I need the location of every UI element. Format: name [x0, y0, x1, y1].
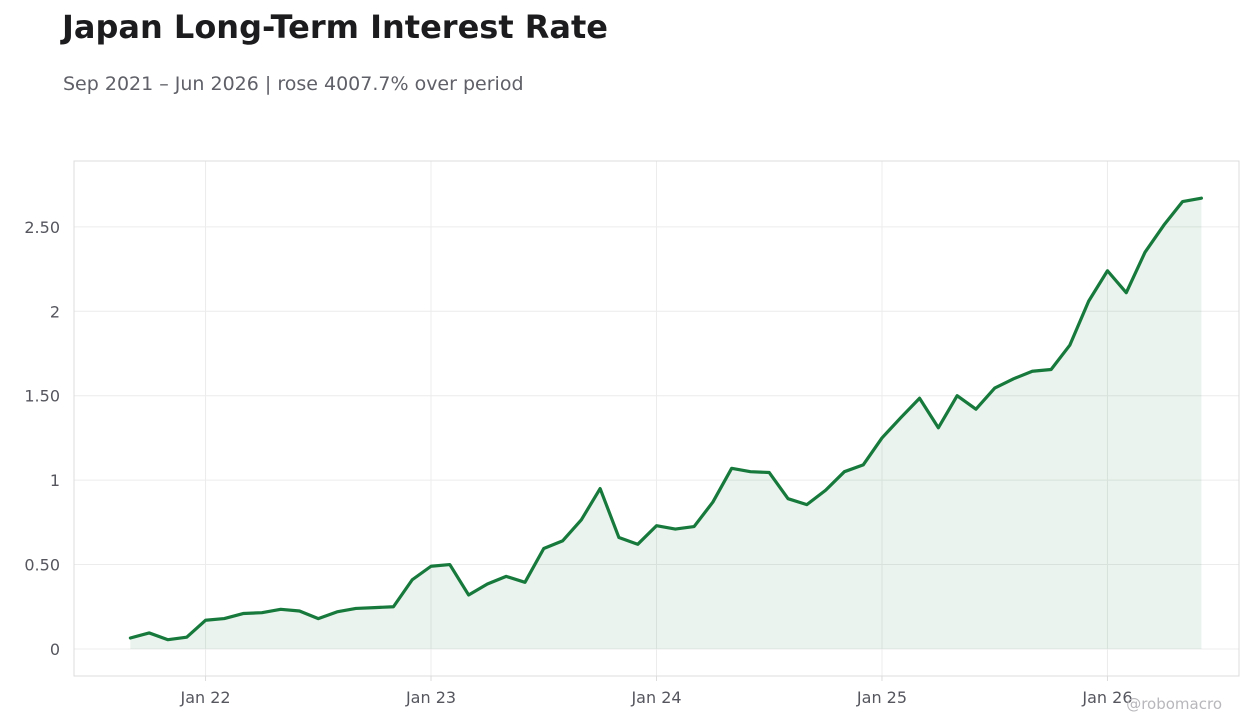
data-point [598, 487, 602, 491]
data-point [730, 466, 734, 470]
data-point [861, 463, 865, 467]
data-point [692, 525, 696, 529]
grid-lines [74, 161, 1239, 676]
data-point [166, 638, 170, 642]
data-point [767, 471, 771, 475]
data-point [354, 606, 358, 610]
data-point [1105, 269, 1109, 273]
data-point [617, 536, 621, 540]
data-point [955, 394, 959, 398]
data-point [711, 500, 715, 504]
data-point [1068, 343, 1072, 347]
data-point [448, 563, 452, 567]
x-tick-label: Jan 26 [1081, 688, 1132, 707]
data-point [260, 611, 264, 615]
data-point [636, 542, 640, 546]
data-point [1049, 368, 1053, 372]
y-tick-label: 0 [50, 640, 60, 659]
data-point [1012, 377, 1016, 381]
data-point [316, 617, 320, 621]
data-point [241, 612, 245, 616]
data-point [918, 396, 922, 400]
data-point [842, 470, 846, 474]
data-point [1030, 369, 1034, 373]
x-tick-label: Jan 24 [630, 688, 681, 707]
y-axis-ticks: 0 0.50 1 1.50 2 2.50 [24, 218, 60, 659]
data-point [485, 582, 489, 586]
data-point [297, 609, 301, 613]
y-tick-label: 1 [50, 471, 60, 490]
data-point [1162, 223, 1166, 227]
data-point [786, 497, 790, 501]
data-point [974, 407, 978, 411]
data-point [128, 636, 132, 640]
data-point [429, 564, 433, 568]
data-point [504, 574, 508, 578]
x-tick-label: Jan 25 [856, 688, 907, 707]
data-point [523, 580, 527, 584]
y-tick-label: 0.50 [24, 556, 60, 575]
rate-line [128, 196, 1204, 642]
x-tick-label: Jan 22 [179, 688, 230, 707]
data-point [467, 593, 471, 597]
data-point [222, 617, 226, 621]
data-point [1124, 291, 1128, 295]
data-point [335, 610, 339, 614]
data-point [880, 436, 884, 440]
data-point [673, 527, 677, 531]
data-point [204, 618, 208, 622]
data-point [579, 518, 583, 522]
data-point [147, 631, 151, 635]
data-point [185, 635, 189, 639]
y-tick-label: 2 [50, 302, 60, 321]
data-point [391, 605, 395, 609]
data-point [373, 606, 377, 610]
data-point [542, 547, 546, 551]
data-point [824, 488, 828, 492]
y-tick-label: 2.50 [24, 218, 60, 237]
data-point [1143, 250, 1147, 254]
data-point [899, 416, 903, 420]
rate-area-fill [130, 198, 1202, 649]
data-point [1199, 196, 1203, 200]
watermark: @robomacro [1126, 695, 1222, 713]
data-point [748, 470, 752, 474]
data-point [993, 386, 997, 390]
y-tick-label: 1.50 [24, 387, 60, 406]
chart-subtitle: Sep 2021 – Jun 2026 | rose 4007.7% over … [63, 73, 524, 95]
data-point [1181, 200, 1185, 204]
chart-title: Japan Long-Term Interest Rate [62, 8, 608, 46]
data-point [561, 539, 565, 543]
data-point [936, 426, 940, 430]
x-tick-label: Jan 23 [405, 688, 456, 707]
data-point [410, 578, 414, 582]
data-point [805, 503, 809, 507]
x-axis-ticks: Jan 22 Jan 23 Jan 24 Jan 25 Jan 26 [179, 676, 1133, 707]
data-point [655, 524, 659, 528]
data-point [1087, 299, 1091, 303]
data-point [279, 607, 283, 611]
